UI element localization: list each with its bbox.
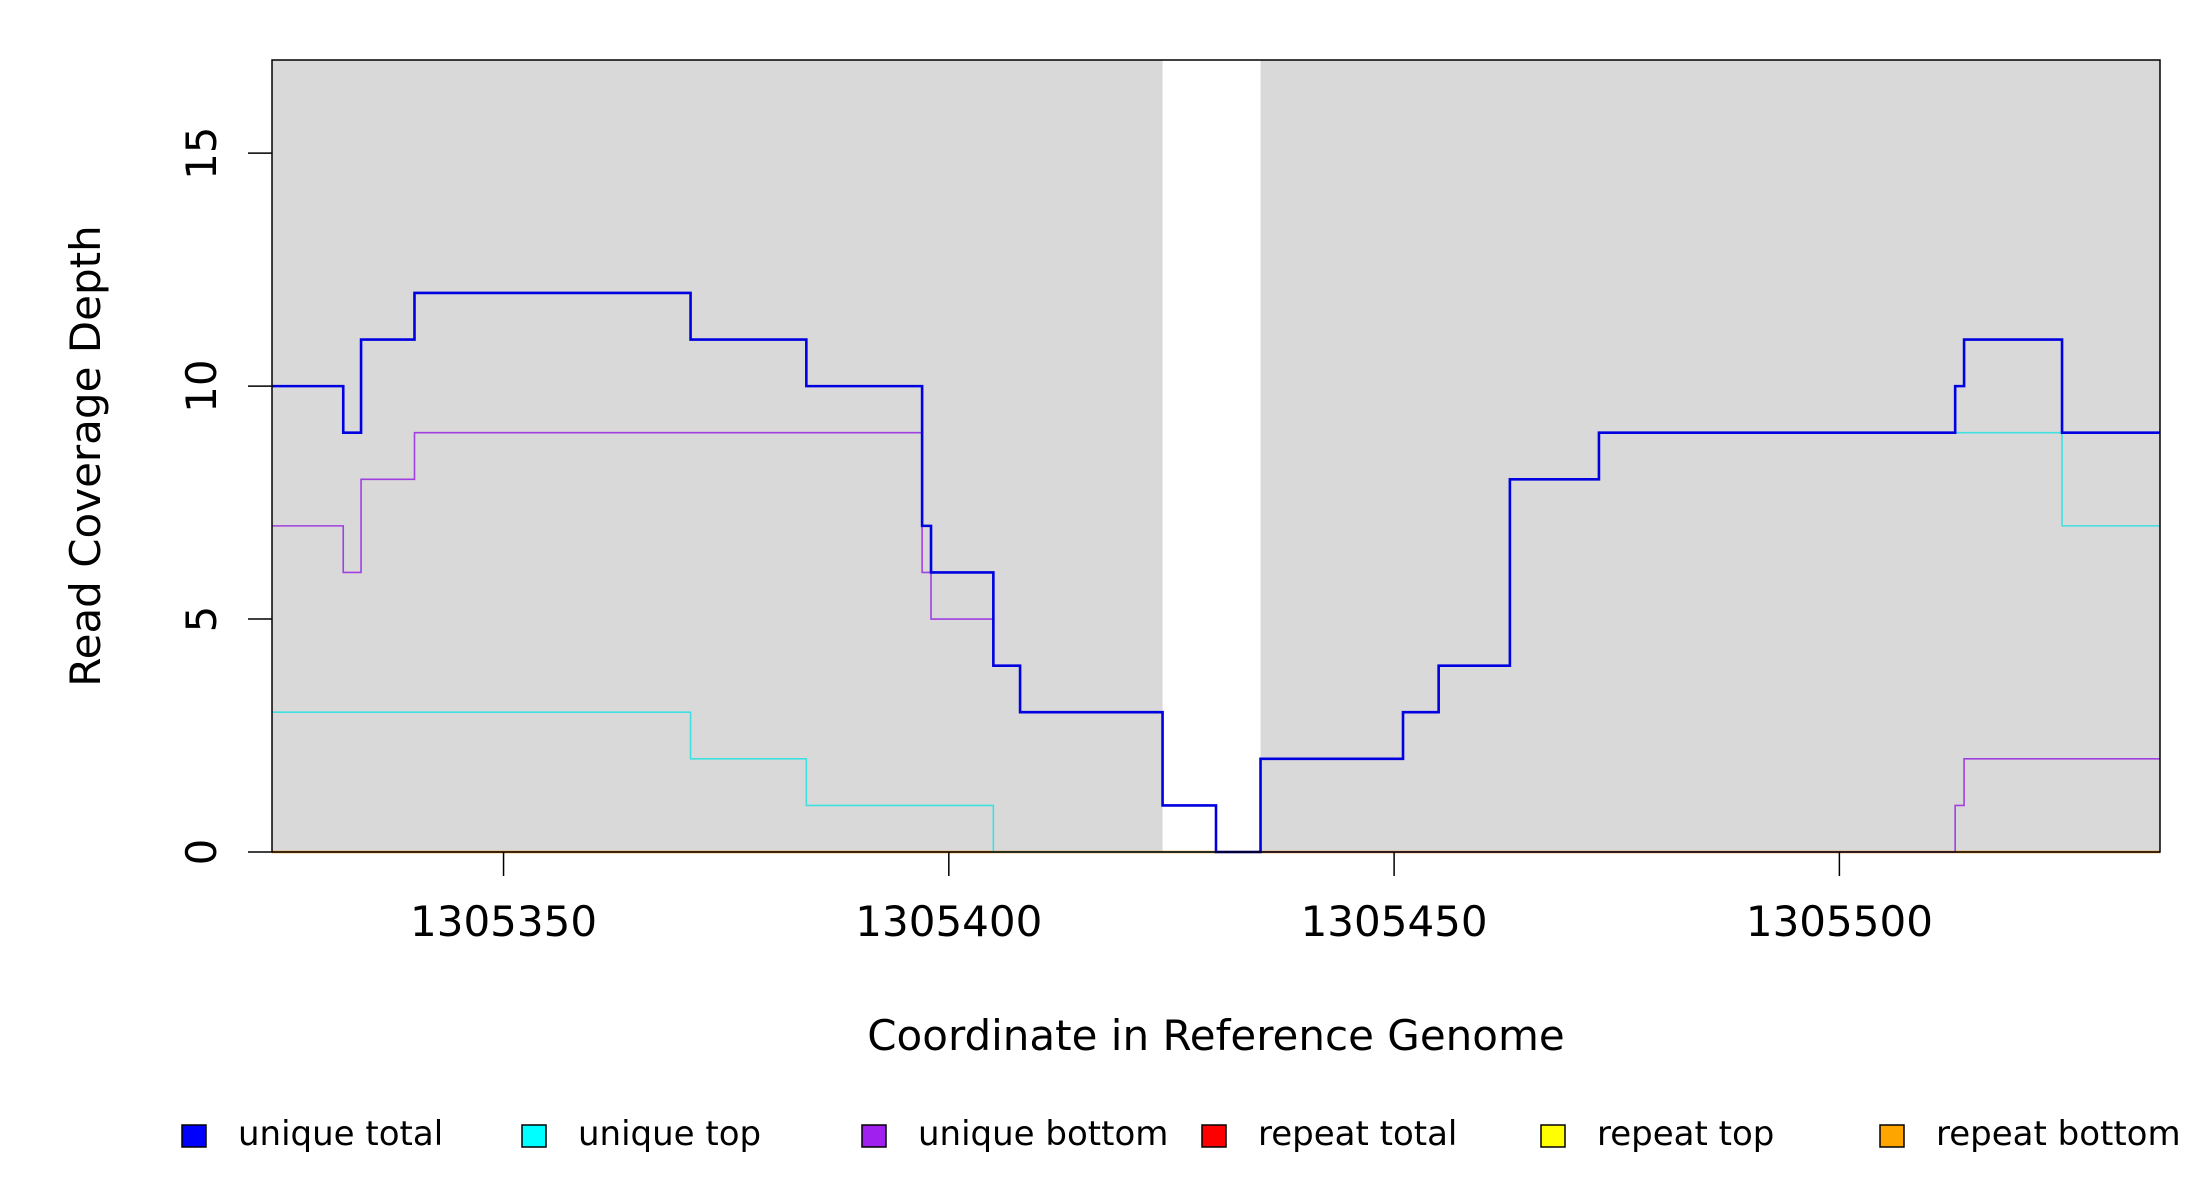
y-axis: 0 5 10 15: [177, 126, 272, 865]
legend-label: repeat bottom: [1936, 1114, 2181, 1154]
legend-swatch: [521, 1124, 547, 1148]
legend-label: unique total: [238, 1114, 443, 1154]
shaded-region-1: [272, 60, 1163, 852]
y-tick-label: 0: [177, 839, 226, 866]
legend-swatch: [181, 1124, 207, 1148]
y-tick-label: 10: [177, 359, 226, 412]
legend-label: unique bottom: [918, 1114, 1168, 1154]
x-tick-label: 1305350: [410, 897, 597, 946]
series-line-unique-total: [272, 291, 2160, 854]
y-tick-label: 5: [177, 606, 226, 633]
legend-label: repeat top: [1597, 1114, 1774, 1154]
legend-swatch: [1201, 1124, 1227, 1148]
x-tick-label: 1305400: [855, 897, 1042, 946]
x-tick-label: 1305450: [1301, 897, 1488, 946]
x-tick-label: 1305500: [1746, 897, 1933, 946]
x-axis-label: Coordinate in Reference Genome: [867, 1011, 1565, 1060]
plot-frame: [271, 59, 2161, 853]
legend: unique total unique top unique bottom repea…: [181, 1114, 2181, 1154]
shaded-regions: [272, 60, 2160, 852]
legend-swatch: [1879, 1124, 1905, 1148]
shaded-region-2: [1260, 60, 2160, 852]
legend-swatch: [861, 1124, 887, 1148]
x-axis: 1305350 1305400 1305450 1305500: [410, 852, 1933, 946]
legend-label: unique top: [578, 1114, 761, 1154]
y-tick-label: 15: [177, 126, 226, 179]
legend-swatch: [1540, 1124, 1566, 1148]
y-axis-label: Read Coverage Depth: [61, 225, 110, 686]
legend-label: repeat total: [1258, 1114, 1457, 1154]
